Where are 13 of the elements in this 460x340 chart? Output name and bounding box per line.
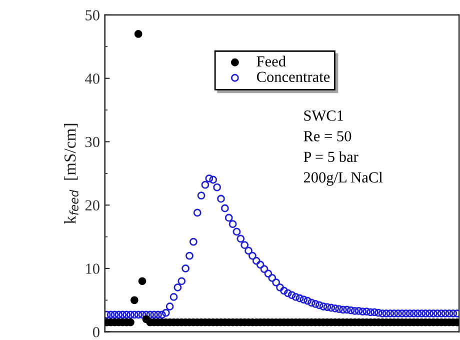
y-tick-label: 30	[85, 136, 100, 148]
annotation: P = 5 bar	[304, 151, 358, 162]
legend-label: Concentrate	[256, 72, 330, 82]
legend-label: Feed	[256, 56, 286, 67]
y-tick-label: 0	[92, 326, 100, 338]
y-tick-label: 50	[86, 10, 100, 20]
y-axis-title: k$_{feed}$ [mS/cm]	[64, 124, 78, 224]
y-tick-label: 10	[86, 264, 100, 274]
y-tick-label: 20	[85, 200, 100, 211]
annotation: SWC1	[304, 110, 344, 121]
annotation: Re = 50	[304, 131, 352, 142]
annotation: 200g/L NaCl	[304, 172, 383, 186]
y-tick-label: 40	[85, 73, 100, 84]
